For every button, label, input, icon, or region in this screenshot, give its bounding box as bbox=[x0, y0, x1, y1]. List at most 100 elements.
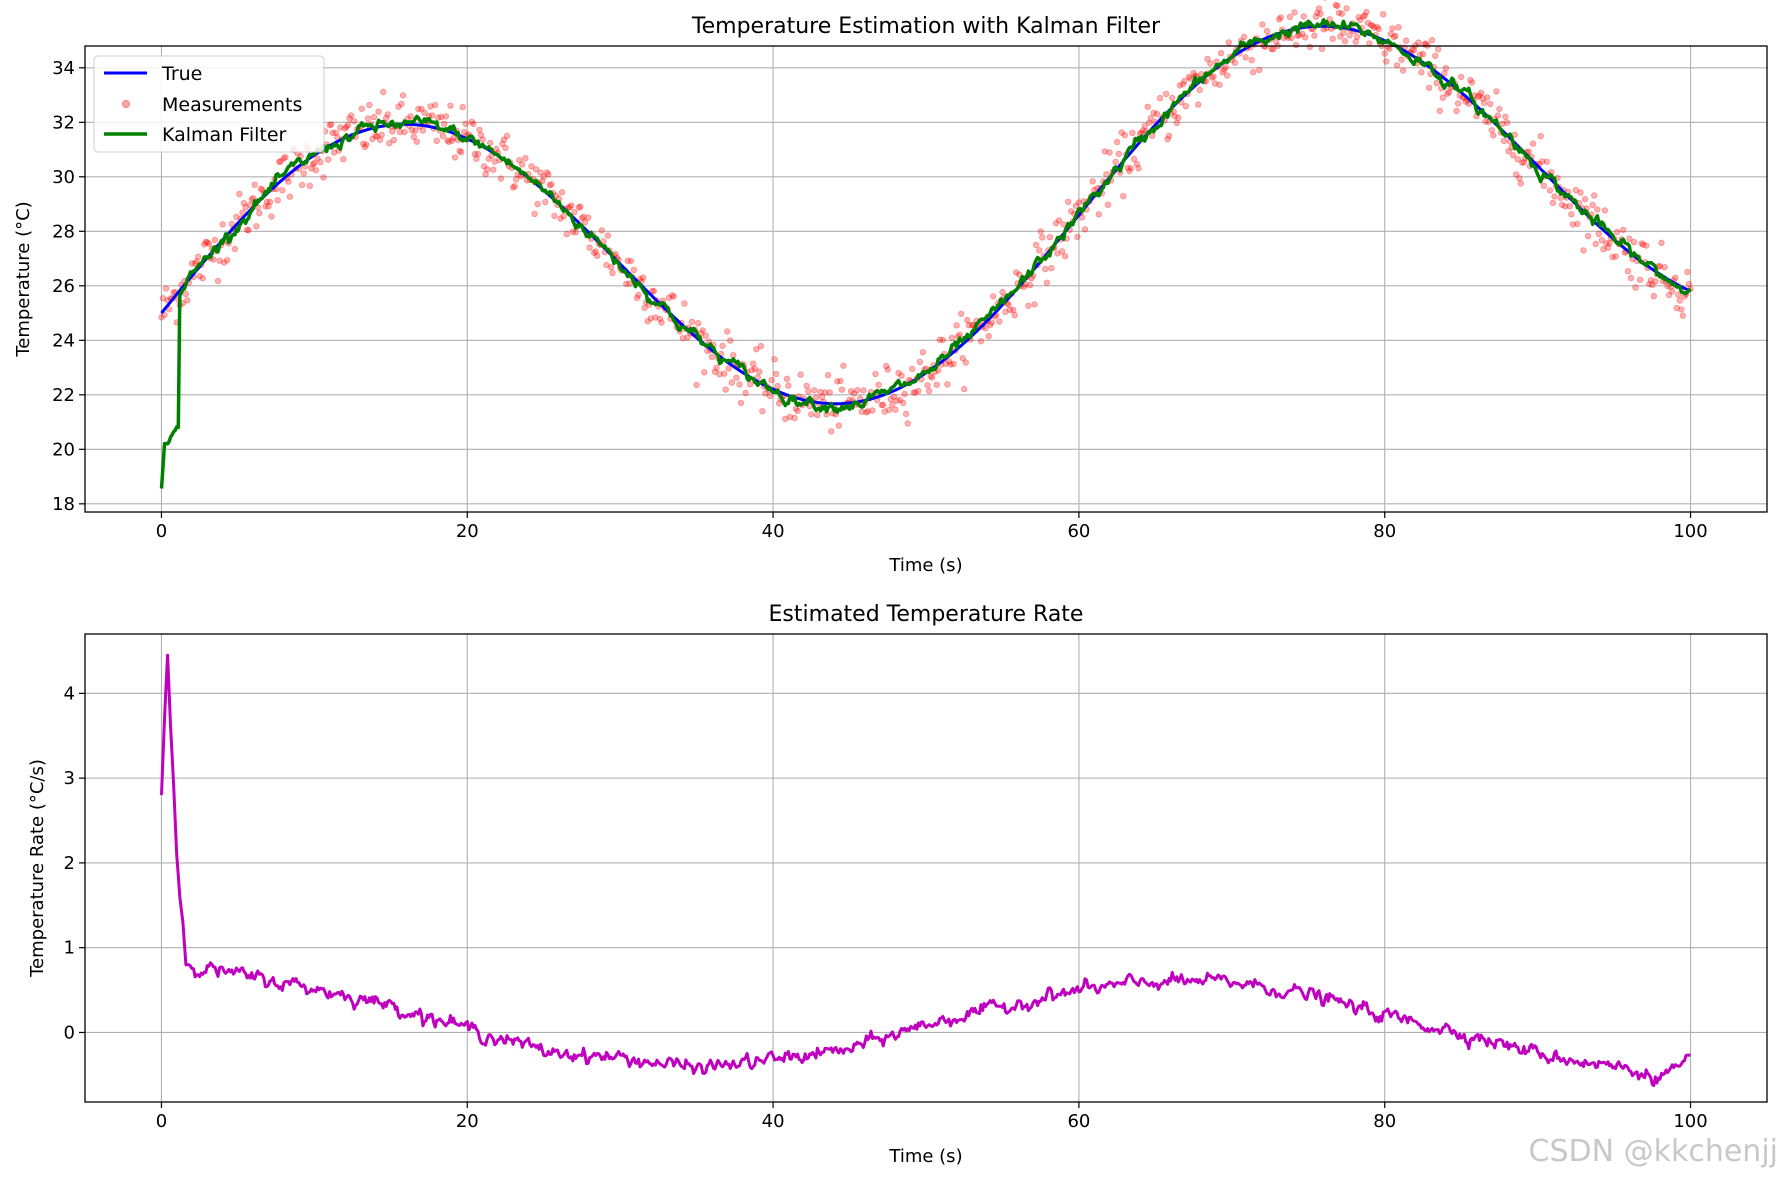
measurement-point bbox=[988, 319, 995, 326]
measurement-point bbox=[864, 408, 872, 415]
measurement-point bbox=[1103, 171, 1110, 178]
measurement-point bbox=[418, 105, 425, 113]
measurement-point bbox=[592, 248, 599, 255]
measurement-point bbox=[1383, 58, 1390, 65]
x-tick-label: 20 bbox=[456, 1111, 479, 1132]
measurement-point bbox=[569, 228, 576, 235]
measurement-point bbox=[1150, 109, 1157, 116]
measurement-point bbox=[1557, 194, 1564, 201]
measurement-point bbox=[331, 149, 338, 156]
measurement-point bbox=[959, 355, 966, 362]
measurement-point bbox=[837, 377, 844, 385]
measurement-point bbox=[1259, 21, 1266, 28]
measurement-point bbox=[1314, 9, 1321, 16]
measurement-point bbox=[1638, 240, 1645, 247]
measurement-point bbox=[1011, 312, 1018, 319]
measurement-point bbox=[880, 401, 887, 409]
measurement-point bbox=[1106, 149, 1113, 156]
measurement-point bbox=[1502, 113, 1509, 121]
measurement-point bbox=[243, 226, 251, 234]
measurement-point bbox=[895, 369, 902, 377]
y-tick-label: 3 bbox=[64, 768, 75, 789]
measurement-point bbox=[711, 368, 719, 375]
measurement-point bbox=[1393, 62, 1401, 69]
measurement-point bbox=[1516, 175, 1523, 182]
measurement-point bbox=[1482, 118, 1489, 125]
measurement-point bbox=[756, 368, 763, 375]
measurement-point bbox=[1048, 265, 1055, 272]
measurement-point bbox=[448, 137, 456, 144]
measurement-point bbox=[1035, 247, 1043, 254]
measurement-point bbox=[242, 203, 249, 211]
measurement-point bbox=[214, 277, 222, 285]
measurement-point bbox=[933, 381, 940, 388]
measurement-point bbox=[1130, 155, 1138, 163]
measurement-point bbox=[1363, 8, 1370, 16]
measurement-point bbox=[858, 408, 865, 415]
measurement-point bbox=[1488, 127, 1495, 134]
measurement-point bbox=[428, 112, 436, 119]
measurement-point bbox=[1467, 76, 1474, 84]
measurement-point bbox=[575, 204, 583, 211]
measurement-point bbox=[563, 230, 570, 238]
measurement-point bbox=[884, 366, 891, 373]
measurement-point bbox=[945, 358, 953, 365]
measurement-point bbox=[376, 136, 384, 144]
measurement-point bbox=[210, 256, 217, 263]
measurement-point bbox=[410, 133, 417, 140]
measurement-point bbox=[326, 121, 333, 129]
x-tick-label: 60 bbox=[1067, 521, 1090, 542]
measurement-point bbox=[1179, 80, 1187, 88]
measurement-point bbox=[1367, 21, 1375, 29]
measurement-point bbox=[1176, 82, 1183, 89]
measurement-point bbox=[262, 203, 269, 210]
measurement-point bbox=[1026, 281, 1034, 289]
measurement-point bbox=[725, 365, 732, 372]
measurement-point bbox=[1529, 140, 1537, 147]
x-axis-label: Time (s) bbox=[888, 555, 962, 576]
measurement-point bbox=[786, 413, 794, 421]
measurement-point bbox=[925, 387, 933, 395]
measurement-point bbox=[1433, 79, 1440, 87]
measurement-point bbox=[1301, 34, 1309, 41]
measurement-point bbox=[747, 380, 754, 388]
measurement-point bbox=[1493, 88, 1500, 95]
measurement-point bbox=[1538, 158, 1546, 165]
measurement-point bbox=[1190, 69, 1197, 77]
measurement-point bbox=[361, 143, 368, 151]
measurement-point bbox=[263, 198, 271, 205]
measurement-point bbox=[742, 389, 749, 397]
measurement-point bbox=[1145, 119, 1153, 126]
measurement-point bbox=[883, 362, 890, 370]
measurement-point bbox=[828, 428, 835, 435]
measurement-point bbox=[863, 409, 870, 416]
measurement-point bbox=[1656, 263, 1664, 270]
measurement-point bbox=[280, 155, 287, 162]
measurement-point bbox=[812, 394, 820, 401]
measurement-point bbox=[340, 155, 347, 163]
measurement-point bbox=[1135, 165, 1142, 172]
measurement-point bbox=[633, 294, 641, 302]
measurement-point bbox=[438, 113, 445, 121]
measurement-point bbox=[878, 401, 885, 409]
measurement-point bbox=[1402, 37, 1410, 44]
y-tick-label: 1 bbox=[64, 938, 75, 959]
x-tick-label: 80 bbox=[1373, 521, 1396, 542]
y-tick-label: 28 bbox=[52, 221, 75, 242]
measurement-point bbox=[346, 115, 353, 122]
measurement-point bbox=[1441, 70, 1448, 77]
measurement-point bbox=[591, 249, 598, 256]
measurement-point bbox=[1519, 159, 1526, 166]
measurement-point bbox=[1064, 198, 1072, 205]
measurement-point bbox=[814, 411, 821, 419]
measurement-point bbox=[216, 257, 223, 264]
measurement-point bbox=[818, 393, 826, 401]
measurement-point bbox=[821, 389, 829, 396]
measurement-point bbox=[546, 181, 553, 189]
measurement-point bbox=[1601, 207, 1609, 214]
measurement-point bbox=[1490, 132, 1497, 139]
measurement-point bbox=[1418, 69, 1425, 76]
measurement-point bbox=[774, 382, 781, 390]
measurement-point bbox=[1436, 107, 1443, 115]
measurement-point bbox=[421, 109, 428, 116]
